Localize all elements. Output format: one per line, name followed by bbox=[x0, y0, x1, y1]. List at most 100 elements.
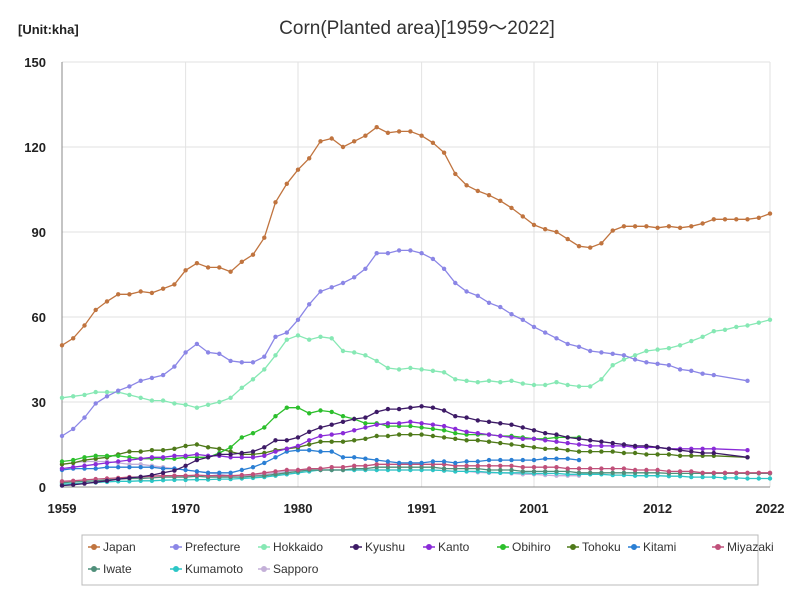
data-point bbox=[531, 469, 537, 474]
data-point bbox=[655, 361, 660, 366]
data-point bbox=[666, 452, 672, 457]
data-point bbox=[599, 470, 604, 475]
data-point bbox=[677, 448, 683, 453]
data-point bbox=[250, 465, 256, 470]
data-point bbox=[239, 385, 244, 390]
data-point bbox=[486, 463, 492, 468]
data-point bbox=[655, 347, 660, 352]
data-point bbox=[352, 455, 357, 460]
data-point bbox=[307, 429, 312, 434]
data-point bbox=[104, 460, 110, 466]
data-point bbox=[531, 457, 537, 463]
data-point bbox=[588, 384, 593, 389]
data-point bbox=[194, 405, 200, 410]
series-hokkaido bbox=[59, 317, 773, 410]
data-point bbox=[273, 334, 278, 339]
data-point bbox=[329, 136, 334, 141]
data-point bbox=[340, 348, 346, 354]
data-point bbox=[419, 367, 424, 372]
data-point bbox=[509, 442, 514, 447]
legend-item-iwate: Iwate bbox=[88, 562, 132, 576]
series-lines bbox=[59, 125, 773, 488]
data-point bbox=[205, 265, 211, 270]
data-point bbox=[576, 449, 582, 454]
data-point bbox=[396, 432, 402, 437]
data-point bbox=[441, 428, 447, 433]
data-point bbox=[498, 440, 503, 446]
data-point bbox=[284, 330, 289, 335]
data-point bbox=[554, 229, 559, 235]
data-point bbox=[599, 449, 604, 454]
legend-label: Kumamoto bbox=[185, 562, 243, 576]
data-point bbox=[588, 348, 593, 354]
data-point bbox=[543, 465, 548, 470]
data-point bbox=[453, 431, 458, 436]
data-point bbox=[217, 351, 222, 356]
data-point bbox=[183, 467, 188, 473]
data-point bbox=[295, 405, 301, 410]
data-point bbox=[318, 449, 323, 454]
data-point bbox=[475, 459, 480, 464]
data-point bbox=[419, 460, 424, 466]
data-point bbox=[767, 317, 773, 322]
data-point bbox=[486, 193, 492, 198]
x-tick-label: 1970 bbox=[171, 501, 200, 516]
data-point bbox=[363, 266, 368, 271]
data-point bbox=[160, 466, 166, 471]
data-point bbox=[610, 470, 615, 475]
data-point bbox=[576, 466, 582, 471]
data-point bbox=[71, 457, 76, 463]
data-point bbox=[531, 382, 537, 388]
data-point bbox=[194, 457, 200, 463]
data-point bbox=[543, 469, 548, 474]
data-point bbox=[734, 470, 739, 475]
data-point bbox=[700, 446, 705, 451]
data-point bbox=[149, 472, 155, 478]
data-point bbox=[250, 360, 256, 365]
data-point bbox=[295, 333, 301, 338]
data-point bbox=[689, 368, 694, 373]
data-point bbox=[329, 336, 334, 341]
data-point bbox=[441, 408, 447, 413]
data-point bbox=[621, 224, 627, 229]
data-point bbox=[138, 449, 143, 454]
chart-title: Corn(Planted area)[1959～2022] bbox=[279, 18, 555, 39]
data-point bbox=[93, 466, 98, 471]
data-point bbox=[160, 398, 166, 403]
data-point bbox=[588, 443, 593, 449]
data-point bbox=[183, 268, 188, 273]
data-point bbox=[509, 422, 514, 427]
data-point bbox=[352, 275, 357, 280]
y-tick-label: 90 bbox=[32, 225, 46, 240]
data-point bbox=[127, 475, 132, 481]
data-point bbox=[689, 474, 694, 480]
data-point bbox=[307, 466, 312, 471]
data-point bbox=[329, 409, 334, 415]
data-point bbox=[194, 452, 200, 457]
data-point bbox=[464, 378, 469, 383]
data-point bbox=[318, 425, 323, 430]
data-point bbox=[340, 431, 346, 436]
data-point bbox=[228, 445, 233, 450]
data-point bbox=[644, 360, 649, 365]
data-point bbox=[385, 421, 391, 426]
data-point bbox=[756, 215, 761, 220]
data-point bbox=[318, 439, 323, 444]
data-point bbox=[464, 289, 469, 294]
data-point bbox=[576, 384, 582, 389]
data-point bbox=[71, 394, 76, 399]
data-point bbox=[239, 450, 244, 456]
data-point bbox=[543, 438, 548, 443]
data-point bbox=[138, 465, 143, 470]
data-point bbox=[374, 422, 379, 427]
data-point bbox=[610, 228, 615, 233]
data-point bbox=[700, 371, 705, 376]
data-point bbox=[116, 292, 121, 297]
x-tick-label: 1959 bbox=[48, 501, 77, 516]
data-point bbox=[632, 357, 638, 362]
data-point bbox=[475, 418, 480, 423]
data-point bbox=[138, 456, 143, 461]
data-point bbox=[408, 423, 413, 429]
data-point bbox=[655, 467, 660, 473]
y-tick-label: 30 bbox=[32, 395, 46, 410]
